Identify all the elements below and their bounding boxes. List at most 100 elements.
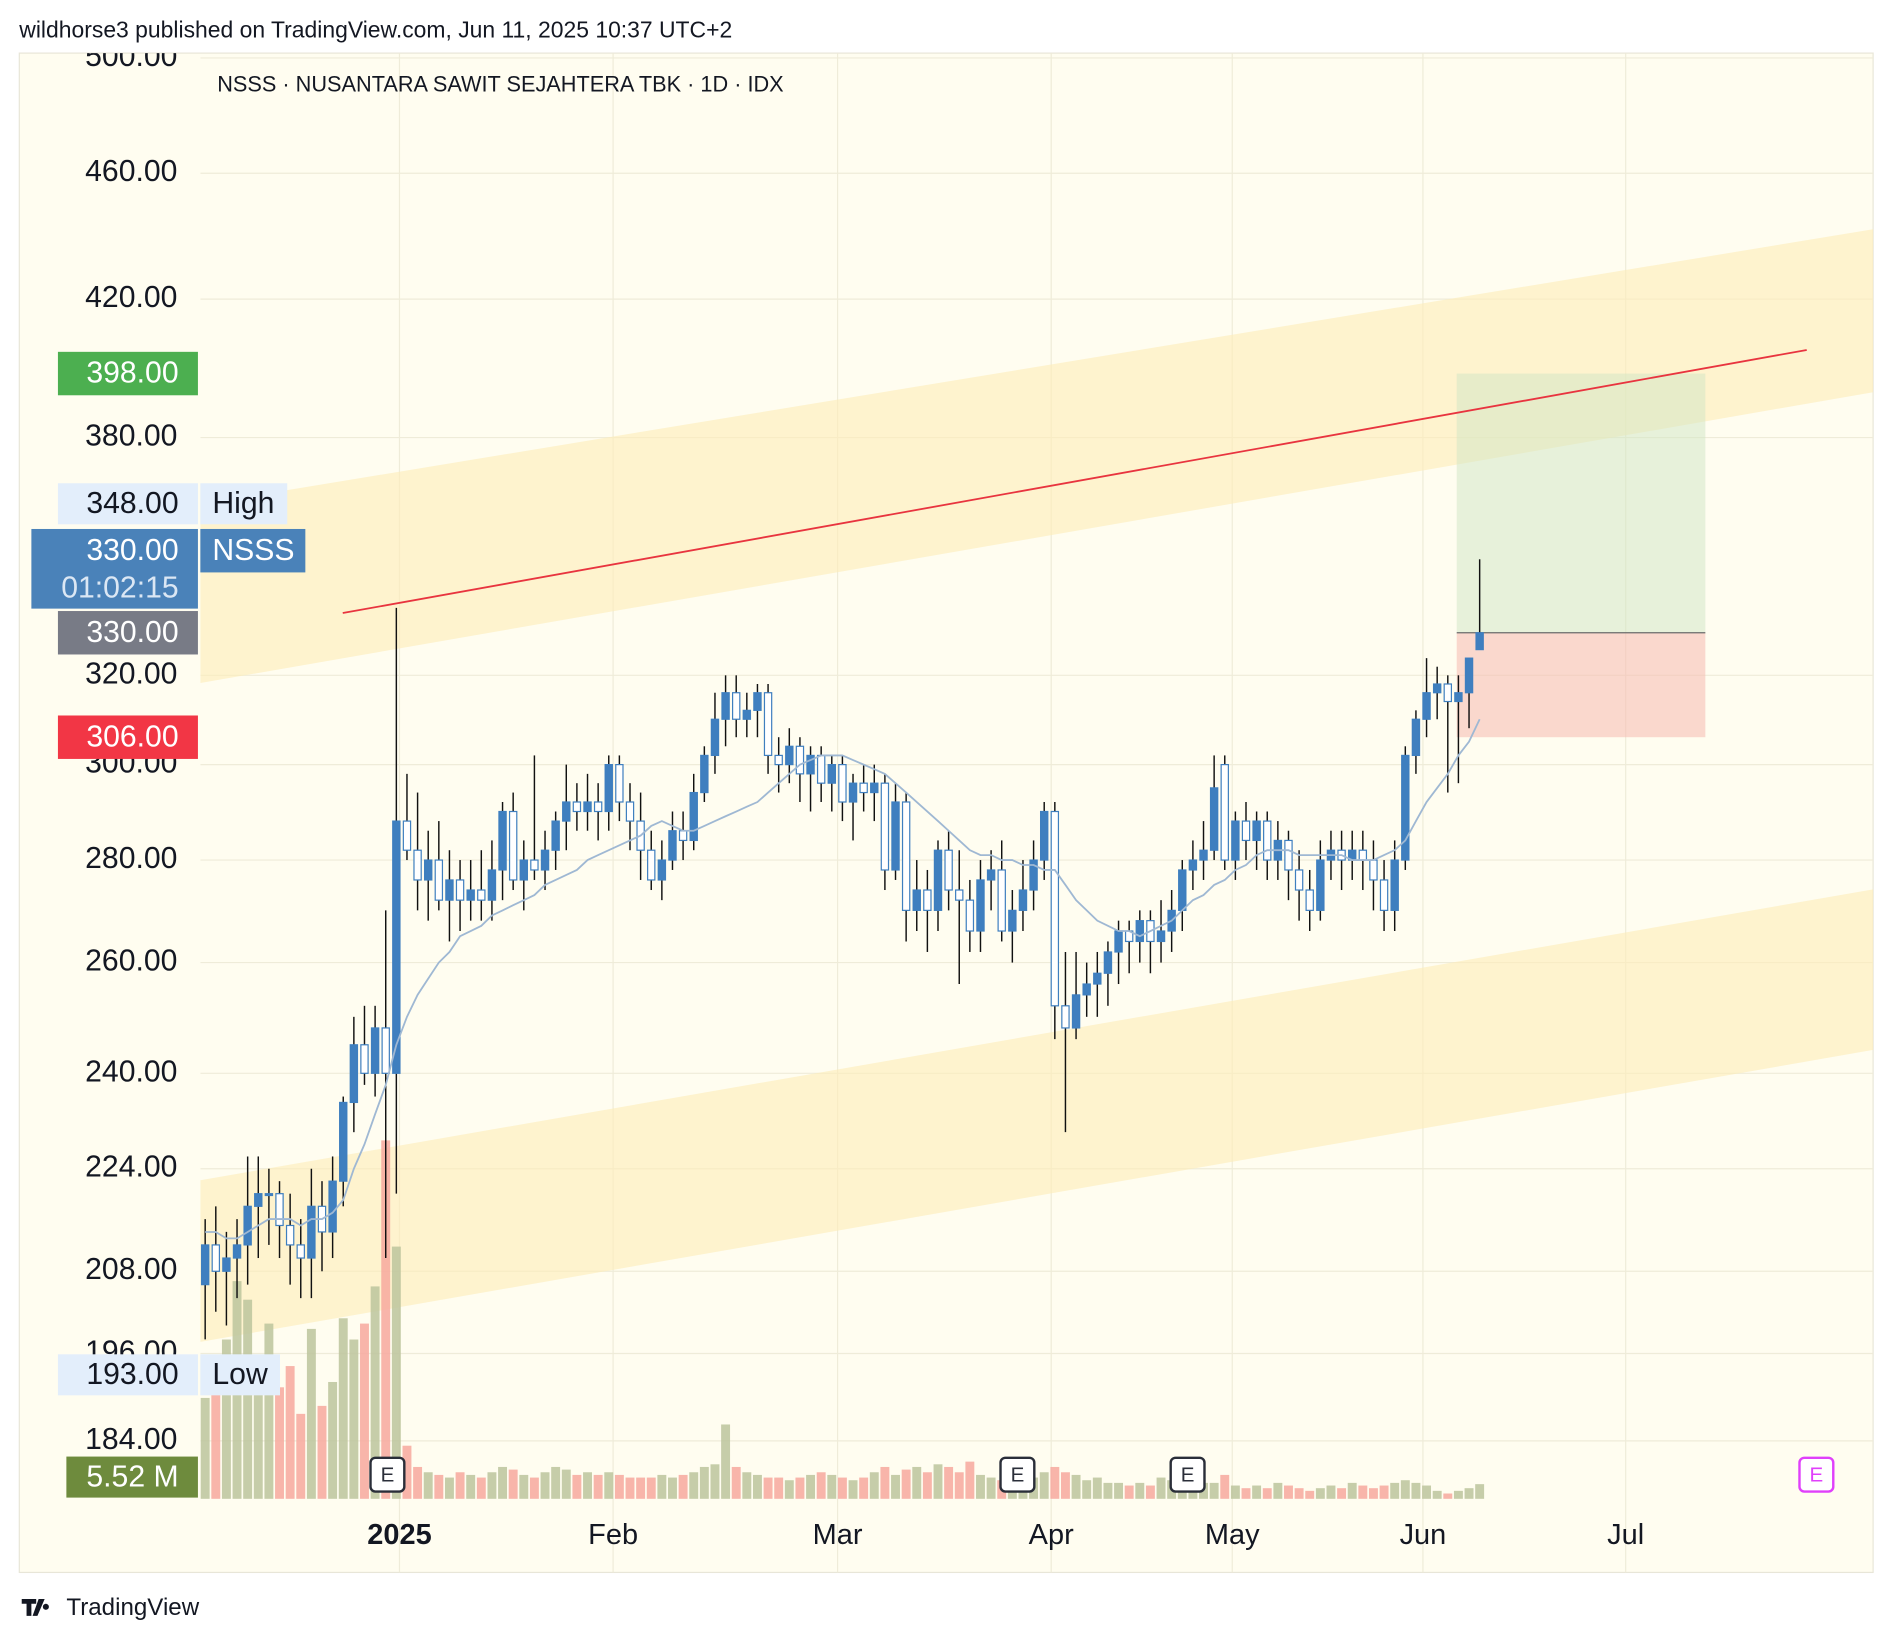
candle-body <box>445 879 454 901</box>
volume-bar <box>678 1474 688 1499</box>
volume-bar <box>1422 1485 1432 1499</box>
candle-body <box>1071 994 1081 1029</box>
volume-bar <box>1060 1472 1070 1499</box>
volume-bar <box>1082 1480 1092 1499</box>
volume-bar <box>423 1472 433 1499</box>
volume-bar <box>338 1318 348 1499</box>
volume-bar <box>901 1469 911 1499</box>
candle-body <box>498 810 507 871</box>
moving-average <box>205 718 1481 1240</box>
volume-bar <box>200 1397 210 1499</box>
volume-bar <box>264 1323 274 1499</box>
candle-body <box>339 1101 348 1182</box>
candle-body <box>1188 859 1198 871</box>
volume-label: 5.52 M <box>86 1460 178 1493</box>
volume-bar <box>604 1472 614 1499</box>
y-tick-label: 208.00 <box>85 1253 177 1286</box>
candle-body <box>700 754 709 794</box>
candle-body <box>307 1205 316 1259</box>
candle-body <box>530 859 539 871</box>
candle-body <box>1220 764 1229 861</box>
volume-bar <box>1390 1482 1400 1499</box>
volume-bar <box>1315 1488 1325 1499</box>
candle-body <box>349 1044 359 1104</box>
volume-bar <box>965 1461 975 1499</box>
candle-body <box>1443 683 1453 703</box>
candle-body <box>466 889 475 901</box>
volume-bar <box>593 1474 603 1499</box>
candle-body <box>1294 869 1304 891</box>
candle-body <box>572 801 582 813</box>
volume-bar <box>381 1140 391 1499</box>
candle-body <box>243 1205 252 1246</box>
volume-bar <box>1453 1490 1463 1499</box>
volume-bar <box>1464 1488 1474 1499</box>
earnings-label: E <box>1181 1463 1195 1486</box>
volume-bar <box>402 1445 412 1499</box>
volume-bar <box>1379 1485 1389 1499</box>
volume-bar <box>221 1339 231 1499</box>
volume-bar <box>1220 1474 1230 1499</box>
candle-body <box>1411 718 1421 757</box>
entry-label: 330.00 <box>86 616 178 649</box>
volume-bar <box>944 1466 954 1499</box>
candle-body <box>1369 859 1378 881</box>
footer: TradingView <box>66 1594 199 1621</box>
y-tick-label: 260.00 <box>85 945 177 978</box>
target-label: 398.00 <box>86 357 178 390</box>
volume-bar <box>986 1477 996 1499</box>
volume-bar <box>1135 1482 1145 1499</box>
volume-bar <box>498 1466 508 1499</box>
candle-body <box>434 859 444 901</box>
volume-bar <box>710 1464 720 1499</box>
volume-bar <box>1305 1490 1315 1499</box>
volume-bar <box>880 1466 890 1499</box>
volume-bar <box>1262 1488 1272 1499</box>
candle-body <box>689 791 698 842</box>
candle-body <box>1018 889 1028 911</box>
candle-body <box>912 889 921 911</box>
volume-bar <box>763 1477 773 1499</box>
chart-title: NSSS · NUSANTARA SAWIT SEJAHTERA TBK · 1… <box>217 71 784 96</box>
candle-body <box>1464 657 1474 694</box>
candle-body <box>604 764 613 813</box>
volume-bar <box>795 1477 805 1499</box>
volume-bar <box>1039 1472 1049 1499</box>
candle-body <box>540 849 550 871</box>
volume-bar <box>859 1477 869 1499</box>
volume-bar <box>1337 1488 1347 1499</box>
volume-bar <box>1071 1474 1081 1499</box>
volume-bar <box>1368 1488 1378 1499</box>
volume-bar <box>625 1477 635 1499</box>
candle-body <box>891 801 900 871</box>
volume-bar <box>1347 1482 1357 1499</box>
volume-bar <box>1124 1485 1134 1499</box>
candle-body <box>965 899 975 932</box>
low-label-box <box>57 1354 198 1396</box>
volume-bar <box>508 1469 518 1499</box>
earnings-marker <box>1798 1456 1835 1493</box>
candle-body <box>254 1193 263 1207</box>
volume-bar <box>1092 1477 1102 1499</box>
candle-body <box>1156 930 1166 943</box>
candle-body <box>413 849 422 881</box>
low-label: 193.00 <box>86 1358 178 1391</box>
x-tick-label: Mar <box>813 1519 863 1551</box>
volume-bar <box>360 1323 369 1499</box>
volume-bar <box>476 1477 486 1499</box>
logo: TradingView <box>21 1594 200 1621</box>
candle-body <box>944 849 953 891</box>
candle-body <box>838 764 847 803</box>
volume-bar <box>328 1381 338 1499</box>
volume-bar <box>657 1474 667 1499</box>
target-zone <box>1456 373 1706 633</box>
volume-bar <box>583 1472 592 1499</box>
volume-bar <box>668 1477 677 1499</box>
candle-body <box>360 1044 369 1074</box>
candle-body <box>933 849 943 911</box>
candle-body <box>806 754 815 775</box>
candle-body <box>678 830 688 842</box>
volume-bar <box>1114 1482 1124 1499</box>
candle-body <box>1305 889 1314 911</box>
